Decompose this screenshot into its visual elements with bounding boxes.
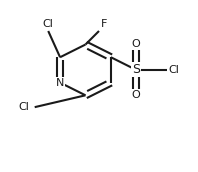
Text: Cl: Cl (19, 102, 30, 112)
Text: O: O (132, 39, 141, 50)
Text: O: O (132, 90, 141, 100)
Text: Cl: Cl (43, 19, 54, 29)
Text: S: S (132, 63, 140, 76)
Text: Cl: Cl (168, 65, 179, 75)
Text: N: N (56, 78, 64, 88)
Text: F: F (101, 19, 107, 29)
